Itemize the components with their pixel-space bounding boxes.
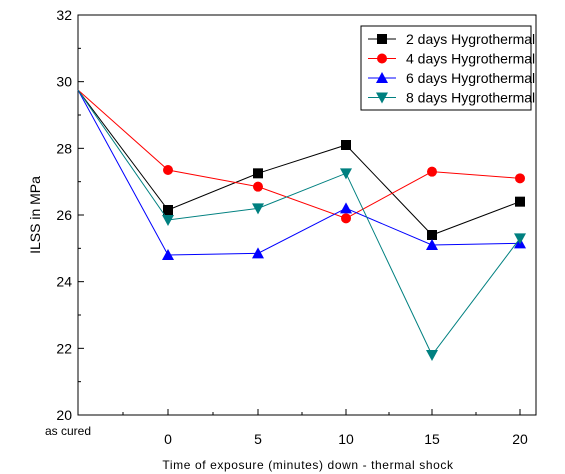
x-tick-label: as cured (45, 424, 91, 438)
series-1 (77, 89, 525, 240)
data-point (162, 215, 174, 226)
legend-marker (376, 92, 388, 104)
data-point (341, 140, 351, 150)
legend-label: 6 days Hygrothermal (406, 70, 535, 86)
data-point (427, 166, 437, 177)
data-point (252, 203, 264, 215)
data-point (340, 202, 352, 214)
legend-label: 4 days Hygrothermal (406, 51, 535, 67)
data-point (515, 173, 525, 184)
legend-label: 2 days Hygrothermal (406, 31, 535, 47)
y-tick-label: 32 (56, 7, 72, 23)
series-3 (77, 89, 526, 260)
data-point (341, 213, 351, 224)
data-point (426, 239, 438, 250)
legend-marker (376, 72, 388, 83)
legend-box (360, 25, 532, 111)
x-tick-label: 10 (338, 431, 354, 447)
series-2 (77, 89, 525, 224)
y-axis-title: ILSS in MPa (27, 176, 43, 254)
y-tick-label: 30 (56, 74, 72, 90)
data-point (253, 168, 263, 179)
x-tick-label: 0 (164, 431, 172, 447)
y-tick-label: 26 (56, 207, 72, 223)
series-line (77, 89, 521, 256)
legend-marker (377, 53, 387, 64)
data-point (163, 205, 173, 215)
legend-marker (377, 34, 387, 44)
legend-item: 2 days Hygrothermal (368, 31, 535, 47)
y-tick-label: 28 (56, 140, 72, 156)
x-axis-title: Time of exposure (minutes) down - therma… (162, 458, 454, 472)
data-point (427, 230, 437, 240)
y-tick-label: 22 (56, 340, 72, 356)
series-line (77, 89, 521, 236)
legend-item: 8 days Hygrothermal (368, 90, 535, 106)
data-point (426, 350, 438, 361)
legend-item: 6 days Hygrothermal (368, 70, 535, 86)
series-4 (77, 89, 526, 361)
data-point (515, 196, 525, 207)
data-point (252, 247, 264, 259)
x-tick-label: 15 (424, 431, 440, 447)
x-tick-label: 20 (512, 431, 528, 447)
data-point (253, 181, 263, 192)
legend-item: 4 days Hygrothermal (368, 51, 535, 67)
data-point (340, 168, 352, 180)
legend-label: 8 days Hygrothermal (406, 90, 535, 106)
y-tick-label: 24 (56, 274, 72, 290)
y-tick-label: 20 (56, 407, 72, 423)
series-layer (77, 89, 526, 361)
data-point (162, 249, 174, 260)
x-axis: as cured 0 5 10 15 20 (45, 409, 528, 447)
y-axis: 20 22 24 26 28 30 32 (56, 7, 84, 423)
x-tick-label: 5 (254, 431, 262, 447)
legend: 2 days Hygrothermal 4 days Hygrothermal 6 … (360, 25, 535, 111)
data-point (514, 233, 526, 245)
data-point (163, 165, 173, 175)
series-line (77, 89, 521, 219)
series-line (77, 89, 521, 356)
